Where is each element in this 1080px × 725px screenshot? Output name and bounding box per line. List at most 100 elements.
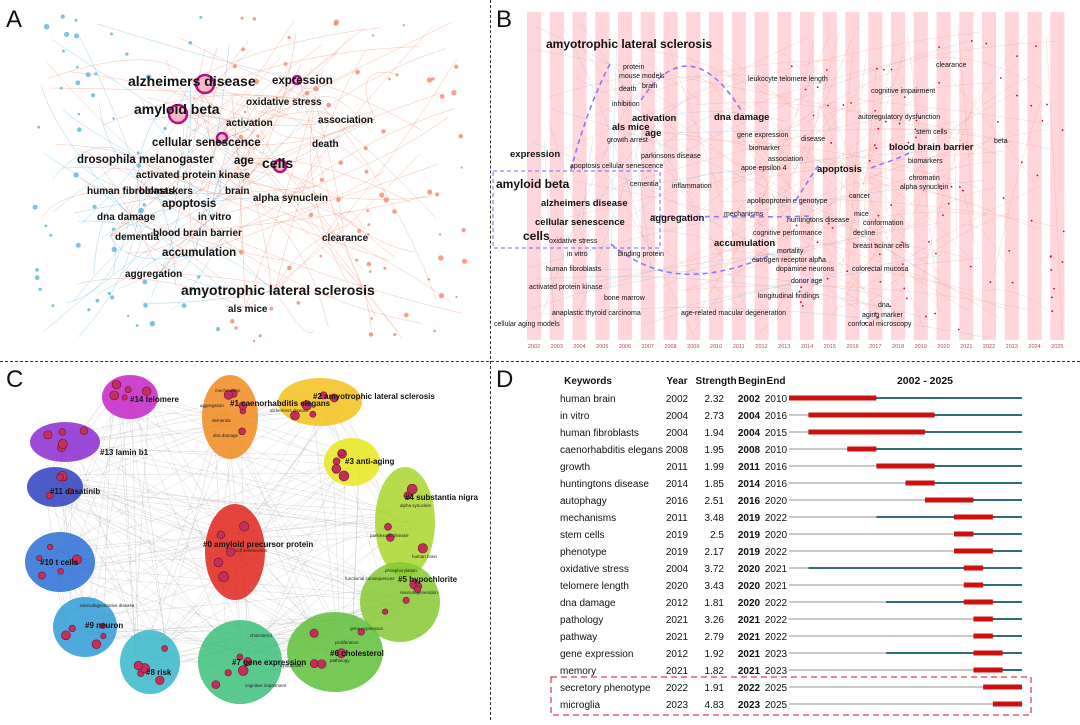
network-node <box>64 32 69 37</box>
row-strength: 3.72 <box>705 564 725 575</box>
timeline-dot <box>1051 310 1053 312</box>
timeline-dot <box>928 241 930 243</box>
network-node <box>458 134 463 139</box>
cluster-node <box>61 631 70 640</box>
timeline-label-huntingtons-disease: huntingtons disease <box>787 217 849 224</box>
timeline-label-cognitive-impairment: cognitive impairment <box>871 88 935 95</box>
timeline-dot <box>970 266 972 268</box>
network-edge <box>55 144 200 190</box>
network-node <box>127 315 129 317</box>
row-begin: 2021 <box>738 649 761 660</box>
row-strength: 1.85 <box>705 479 725 490</box>
network-node <box>462 259 467 264</box>
network-node <box>35 275 40 280</box>
row-begin: 2022 <box>738 683 761 694</box>
timeline-label-mice: mice <box>854 211 869 218</box>
network-node <box>439 293 444 298</box>
timeline-label-amyotrophic-lateral-sclerosis: amyotrophic lateral sclerosis <box>546 37 712 51</box>
network-node <box>287 266 292 271</box>
timeline-dot <box>1042 120 1044 122</box>
year-tick-2018: 2018 <box>892 344 904 350</box>
row-keyword: pathway <box>560 632 597 643</box>
cluster-label-13: #13 lamin b1 <box>100 448 149 457</box>
network-edge <box>66 216 130 303</box>
cluster-blob-8 <box>120 630 180 694</box>
network-node <box>150 321 155 326</box>
network-node <box>269 307 273 311</box>
cluster-term-parkinsons-disease: parkinsons disease <box>370 533 409 538</box>
cluster-node <box>382 609 388 615</box>
keyword-label-in-vitro: in vitro <box>198 212 231 223</box>
timeline-label-apoptosis: apoptosis <box>817 164 862 175</box>
network-node <box>76 66 79 69</box>
timeline-dot <box>827 278 829 280</box>
keyword-label-apoptosis: apoptosis <box>162 198 216 210</box>
timeline-dot <box>800 301 802 303</box>
keyword-label-activation: activation <box>226 118 273 129</box>
cluster-node <box>217 531 225 539</box>
timeline-label-apolipoprotein-e-genotype: apolipoprotein e genotype <box>747 198 828 205</box>
network-node <box>61 15 65 19</box>
timeline-label-anaplastic-thyroid-carcinoma: anaplastic thyroid carcinoma <box>552 310 641 317</box>
network-node <box>37 126 40 129</box>
network-node <box>367 223 370 226</box>
network-node <box>216 327 220 331</box>
network-node <box>367 262 372 267</box>
cluster-node <box>80 427 88 435</box>
network-node <box>33 205 38 210</box>
cluster-node <box>57 474 64 481</box>
cluster-term-mechanisms: mechanisms <box>215 388 241 393</box>
burst-bar <box>964 583 983 588</box>
row-begin: 2020 <box>738 598 761 609</box>
row-keyword: human brain <box>560 394 616 405</box>
network-node <box>35 268 39 272</box>
timeline-dot <box>805 89 807 91</box>
row-end: 2021 <box>765 564 788 575</box>
row-end: 2022 <box>765 513 788 524</box>
timeline-dot <box>906 297 908 299</box>
row-end: 2016 <box>765 411 788 422</box>
timeline-label-aggregation: aggregation <box>650 213 705 224</box>
cluster-node <box>38 572 45 579</box>
network-node <box>388 78 391 81</box>
year-tick-2021: 2021 <box>960 344 972 350</box>
timeline-label-cells: cells <box>523 229 550 243</box>
row-keyword: microglia <box>560 700 600 711</box>
timeline-dot <box>813 115 815 117</box>
network-node <box>319 255 322 258</box>
timeline-dot <box>938 82 940 84</box>
cluster-term-gene-expression: gene expression <box>350 626 384 631</box>
year-tick-2019: 2019 <box>915 344 927 350</box>
keyword-label-dna-damage: dna damage <box>97 212 156 223</box>
timeline-dot <box>1046 104 1048 106</box>
timeline-label-parkinsons-disease: parkinsons disease <box>641 153 701 160</box>
cluster-node <box>59 429 66 436</box>
cluster-term-dna-damage: dna damage <box>213 433 239 438</box>
year-tick-2004: 2004 <box>573 344 585 350</box>
network-node <box>305 91 310 96</box>
row-strength: 3.48 <box>705 513 725 524</box>
row-strength: 2.51 <box>705 496 725 507</box>
year-tick-2012: 2012 <box>755 344 767 350</box>
network-node <box>427 190 432 195</box>
cluster-node <box>310 411 316 417</box>
network-node <box>392 209 397 214</box>
timeline-dot <box>879 281 881 283</box>
network-node <box>143 303 148 308</box>
timeline-dot <box>817 241 819 243</box>
timeline-dot <box>830 142 832 144</box>
row-keyword: secretory phenotype <box>560 683 651 694</box>
row-year: 2021 <box>666 615 689 626</box>
row-strength: 3.26 <box>705 615 725 626</box>
row-end: 2020 <box>765 496 788 507</box>
network-node <box>49 234 52 237</box>
row-strength: 2.17 <box>705 547 725 558</box>
row-year: 2008 <box>666 445 689 456</box>
timeline-label-conformation: conformation <box>863 220 904 227</box>
network-node <box>284 62 288 66</box>
timeline-label-apoe-epsilon-4: apoe epsilon 4 <box>741 165 787 172</box>
